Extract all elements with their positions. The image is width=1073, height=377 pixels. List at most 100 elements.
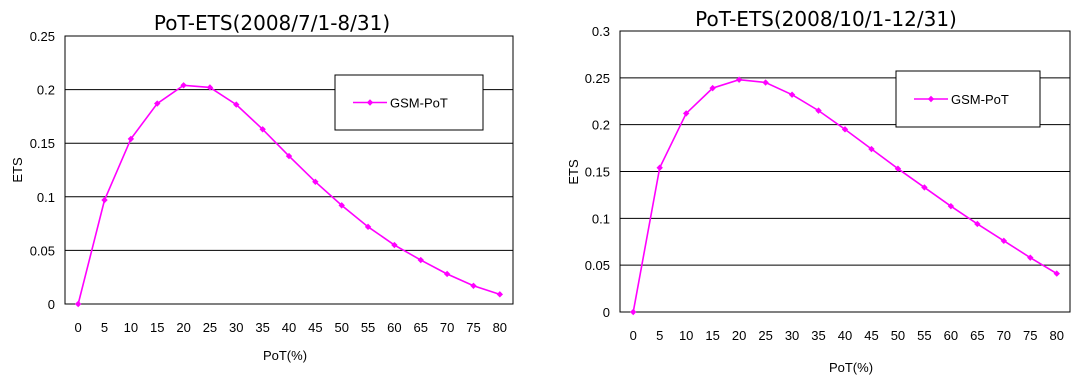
x-tick-label: 60 <box>387 320 401 335</box>
x-tick-label: 65 <box>414 320 428 335</box>
x-tick-label: 35 <box>255 320 269 335</box>
chart-1-title: PoT-ETS(2008/7/1-8/31) <box>154 11 390 35</box>
x-tick-label: 70 <box>997 328 1011 343</box>
chart-2-plot-area <box>619 30 1071 313</box>
x-tick-label: 35 <box>811 328 825 343</box>
data-point <box>1000 237 1008 245</box>
x-tick-label: 45 <box>864 328 878 343</box>
x-tick-label: 65 <box>970 328 984 343</box>
data-point <box>947 202 955 210</box>
x-tick-label: 80 <box>493 320 507 335</box>
data-point <box>709 84 716 92</box>
x-tick-label: 30 <box>785 328 799 343</box>
chart-2-series <box>630 76 1060 316</box>
y-tick-label: 0.15 <box>585 165 610 180</box>
data-point <box>154 100 161 107</box>
data-point <box>285 152 293 160</box>
chart-2-title: PoT-ETS(2008/10/1-12/31) <box>695 7 957 31</box>
chart-1-ylabel: ETS <box>10 157 25 183</box>
chart-2-legend: GSM-PoT <box>895 70 1041 128</box>
data-point <box>788 91 796 98</box>
data-point <box>391 241 398 249</box>
chart-2-y-ticks: 0 0.05 0.1 0.15 0.2 0.25 0.3 <box>585 24 610 320</box>
y-tick-label: 0.05 <box>30 243 55 258</box>
x-tick-label: 70 <box>440 320 454 335</box>
data-point <box>894 165 902 172</box>
data-point <box>868 145 875 153</box>
x-tick-label: 80 <box>1050 328 1064 343</box>
data-point <box>364 223 372 231</box>
data-point <box>74 300 82 308</box>
x-tick-label: 10 <box>679 328 693 343</box>
chart-2-xlabel: PoT(%) <box>829 360 873 375</box>
y-tick-label: 0.25 <box>30 29 55 44</box>
y-tick-label: 0.2 <box>592 118 610 133</box>
x-tick-label: 30 <box>229 320 243 335</box>
x-tick-label: 75 <box>466 320 480 335</box>
y-tick-label: 0.1 <box>592 211 610 226</box>
data-point <box>1053 270 1060 277</box>
data-point <box>338 202 345 209</box>
data-point <box>841 126 849 133</box>
chart-1: PoT-ETS(2008/7/1-8/31) 0 0.05 0.1 0.15 0.2 0.… <box>10 11 514 363</box>
y-tick-label: 0.15 <box>30 136 55 151</box>
data-point <box>496 291 504 298</box>
data-point <box>470 282 477 289</box>
x-tick-label: 75 <box>1023 328 1037 343</box>
data-point <box>735 76 743 83</box>
x-tick-label: 0 <box>75 320 82 335</box>
x-tick-label: 45 <box>308 320 322 335</box>
chart-1-xlabel: PoT(%) <box>263 348 307 363</box>
x-tick-label: 20 <box>176 320 190 335</box>
data-point <box>443 270 451 278</box>
data-point <box>630 308 637 316</box>
chart-1-series <box>74 82 504 308</box>
data-point <box>762 79 769 86</box>
x-tick-label: 25 <box>758 328 772 343</box>
x-tick-label: 40 <box>282 320 296 335</box>
x-tick-label: 5 <box>101 320 108 335</box>
y-tick-label: 0.2 <box>37 83 55 98</box>
data-point <box>1027 254 1034 261</box>
data-point <box>974 220 981 228</box>
chart-1-legend-label: GSM-PoT <box>390 96 448 111</box>
x-tick-label: 0 <box>630 328 637 343</box>
y-tick-label: 0.25 <box>585 71 610 86</box>
data-point <box>656 164 663 171</box>
x-tick-label: 50 <box>891 328 905 343</box>
data-point <box>417 256 424 264</box>
x-tick-label: 50 <box>334 320 348 335</box>
chart-2-legend-marker <box>927 95 935 103</box>
chart-1-plot-area <box>64 35 514 305</box>
chart-1-legend: GSM-PoT <box>334 74 484 131</box>
x-tick-label: 25 <box>203 320 217 335</box>
chart-1-x-ticks: 0 5 10 15 20 25 30 35 40 45 50 55 60 65 70 75 80 <box>75 320 507 335</box>
data-point <box>127 135 135 143</box>
x-tick-label: 15 <box>150 320 164 335</box>
chart-2-grid <box>620 30 1070 266</box>
data-point <box>815 107 822 114</box>
x-tick-label: 5 <box>656 328 663 343</box>
data-point <box>206 84 214 91</box>
chart-2-legend-label: GSM-PoT <box>951 92 1009 107</box>
data-point <box>682 110 690 117</box>
x-tick-label: 20 <box>732 328 746 343</box>
y-tick-label: 0.3 <box>592 24 610 39</box>
x-tick-label: 55 <box>917 328 931 343</box>
x-tick-label: 15 <box>705 328 719 343</box>
chart-2-x-ticks: 0 5 10 15 20 25 30 35 40 45 50 55 60 65 70 75 80 <box>630 328 1064 343</box>
data-point <box>312 178 319 185</box>
x-tick-label: 55 <box>361 320 375 335</box>
data-point <box>180 82 187 89</box>
chart-2-ylabel: ETS <box>566 159 581 185</box>
data-point <box>101 196 108 204</box>
chart-2: PoT-ETS(2008/10/1-12/31) 0 0.05 0.1 0.15 0.2… <box>566 7 1071 375</box>
y-tick-label: 0.1 <box>37 190 55 205</box>
x-tick-label: 10 <box>124 320 138 335</box>
y-tick-label: 0 <box>48 297 55 312</box>
chart-1-y-ticks: 0 0.05 0.1 0.15 0.2 0.25 <box>30 29 55 312</box>
chart-1-grid <box>65 35 513 251</box>
data-point <box>921 184 928 191</box>
x-tick-label: 40 <box>838 328 852 343</box>
